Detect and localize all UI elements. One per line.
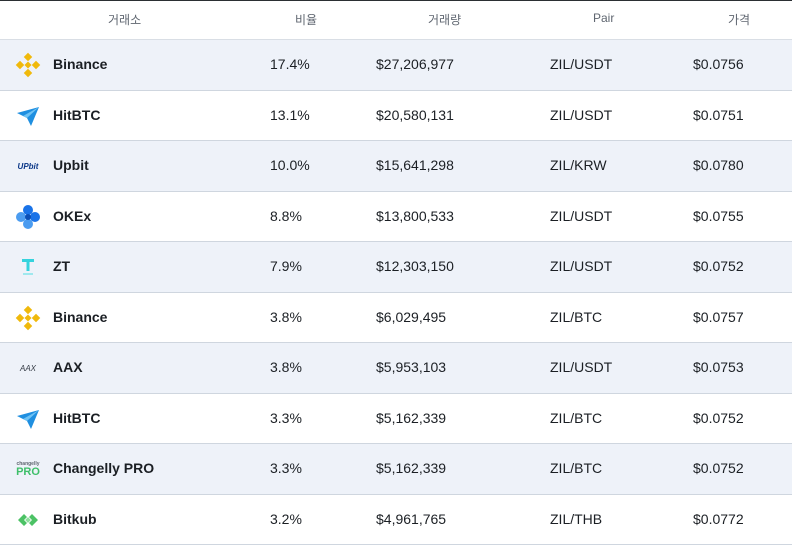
header-exchange[interactable]: 거래소 (108, 13, 142, 27)
volume: $27,206,977 (376, 56, 454, 72)
volume-share: 3.3% (270, 460, 302, 476)
price: $0.0756 (693, 56, 744, 72)
volume: $13,800,533 (376, 207, 454, 224)
exchange-name[interactable]: Bitkub (53, 510, 97, 527)
zt-logo-icon (14, 254, 42, 280)
upbit-logo-icon: UPbit (14, 153, 42, 179)
pair[interactable]: ZIL/USDT (550, 56, 613, 72)
header-price[interactable]: 가격 (728, 13, 751, 27)
price: $0.0757 (693, 308, 744, 325)
volume-share: 10.0% (270, 157, 310, 173)
table-row[interactable]: AAX AAX 3.8% $5,953,103 ZIL/USDT $0.0753 (0, 343, 792, 394)
table-row[interactable]: Binance 3.8% $6,029,495 ZIL/BTC $0.0757 (0, 293, 792, 343)
table-row[interactable]: OKEx 8.8% $13,800,533 ZIL/USDT $0.0755 (0, 192, 792, 242)
volume-share: 13.1% (270, 106, 310, 123)
pair[interactable]: ZIL/THB (550, 510, 603, 527)
upbit-logo-text: UPbit (17, 161, 39, 171)
table-row[interactable]: HitBTC 3.3% $5,162,339 ZIL/BTC $0.0752 (0, 394, 792, 444)
volume: $5,953,103 (376, 359, 447, 375)
volume: $4,961,765 (376, 510, 447, 527)
price: $0.0772 (693, 510, 744, 527)
binance-logo-icon (14, 52, 42, 78)
volume: $5,162,339 (376, 409, 447, 426)
pair[interactable]: ZIL/USDT (550, 106, 613, 123)
price: $0.0752 (693, 460, 744, 476)
exchange-name[interactable]: AAX (53, 359, 83, 375)
table-row[interactable]: HitBTC 13.1% $20,580,131 ZIL/USDT $0.075… (0, 91, 792, 141)
table-row[interactable]: Bitkub 3.2% $4,961,765 ZIL/THB $0.0772 (0, 495, 792, 545)
table-row[interactable]: UPbit Upbit 10.0% $15,641,298 ZIL/KRW $0… (0, 141, 792, 192)
price: $0.0752 (693, 258, 744, 274)
volume-share: 3.8% (270, 359, 302, 375)
header-pair[interactable]: Pair (593, 11, 615, 25)
pair[interactable]: ZIL/BTC (550, 460, 603, 476)
volume: $15,641,298 (376, 157, 454, 173)
changelly-pro-logo-icon: changelly PRO (14, 456, 42, 482)
volume-share: 7.9% (270, 258, 302, 274)
pair[interactable]: ZIL/KRW (550, 157, 607, 173)
price: $0.0780 (693, 157, 744, 173)
exchange-name[interactable]: Upbit (53, 157, 89, 173)
pair[interactable]: ZIL/BTC (550, 308, 603, 325)
table-row[interactable]: changelly PRO Changelly PRO 3.3% $5,162,… (0, 444, 792, 495)
pair[interactable]: ZIL/USDT (550, 258, 613, 274)
exchange-name[interactable]: ZT (53, 258, 71, 274)
changelly-logo-top-text: changelly (16, 460, 40, 467)
binance-logo-icon (14, 305, 42, 331)
volume-share: 3.2% (270, 510, 302, 527)
volume-share: 17.4% (270, 56, 310, 72)
volume-share: 8.8% (270, 207, 302, 224)
hitbtc-logo-icon (14, 103, 42, 129)
exchange-name[interactable]: OKEx (53, 207, 92, 224)
volume-share: 3.3% (270, 409, 302, 426)
pair[interactable]: ZIL/BTC (550, 409, 603, 426)
hitbtc-logo-icon (14, 406, 42, 432)
volume-share: 3.8% (270, 308, 302, 325)
volume: $5,162,339 (376, 460, 447, 476)
exchange-name[interactable]: Changelly PRO (53, 460, 155, 476)
header-volume[interactable]: 거래량 (428, 13, 462, 27)
pair[interactable]: ZIL/USDT (550, 359, 613, 375)
volume: $12,303,150 (376, 258, 454, 274)
aax-logo-text: AAX (19, 363, 36, 373)
volume: $20,580,131 (376, 106, 454, 123)
changelly-logo-pro-text: PRO (16, 465, 40, 478)
pair[interactable]: ZIL/USDT (550, 207, 613, 224)
exchange-name[interactable]: HitBTC (53, 106, 101, 123)
price: $0.0752 (693, 409, 744, 426)
bitkub-logo-icon (14, 507, 42, 533)
price: $0.0751 (693, 106, 744, 123)
volume: $6,029,495 (376, 308, 447, 325)
exchange-name[interactable]: HitBTC (53, 409, 101, 426)
table-header: 거래소 비율 거래량 Pair 가격 (0, 0, 792, 40)
table-row[interactable]: ZT 7.9% $12,303,150 ZIL/USDT $0.0752 (0, 242, 792, 293)
exchange-name[interactable]: Binance (53, 56, 108, 72)
price: $0.0755 (693, 207, 744, 224)
okex-logo-icon (14, 204, 42, 230)
header-share[interactable]: 비율 (295, 13, 318, 27)
aax-logo-icon: AAX (14, 355, 42, 381)
table-row[interactable]: Binance 17.4% $27,206,977 ZIL/USDT $0.07… (0, 40, 792, 91)
price: $0.0753 (693, 359, 744, 375)
exchange-name[interactable]: Binance (53, 308, 108, 325)
